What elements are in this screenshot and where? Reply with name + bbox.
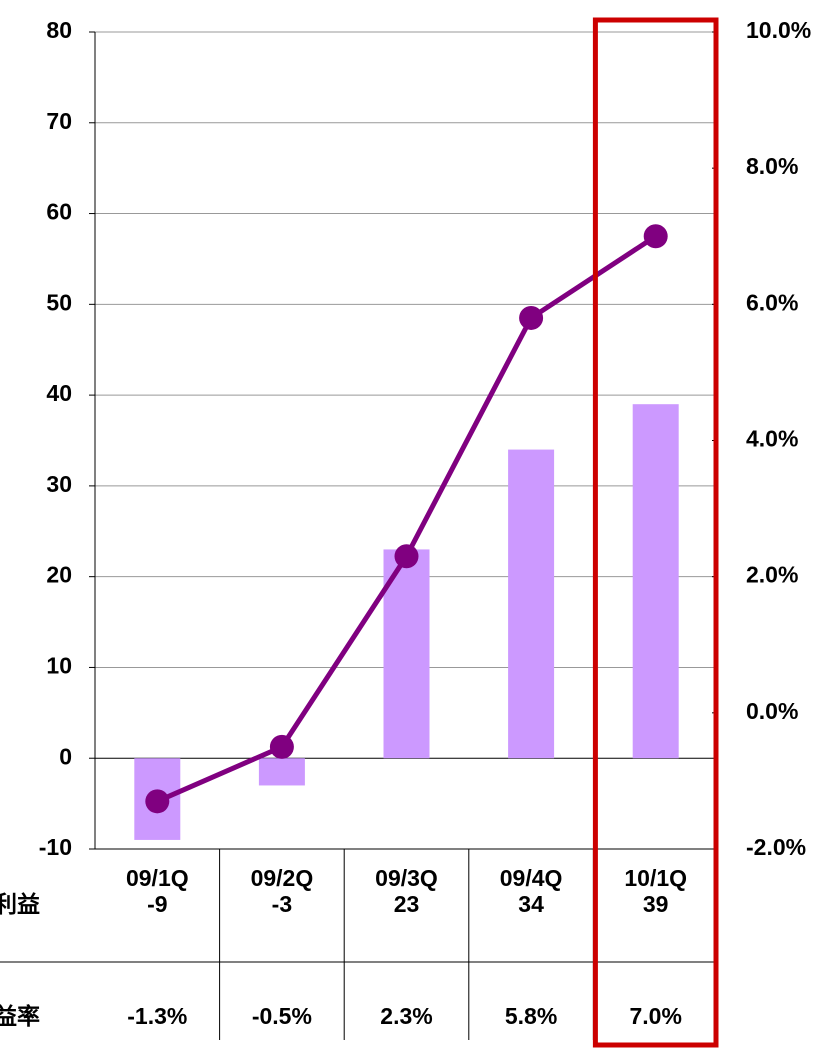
x-tick-label: 10/1Q xyxy=(624,865,687,891)
y2-tick-label: 6.0% xyxy=(746,289,798,315)
y-tick-label: 80 xyxy=(46,17,72,43)
line-marker xyxy=(269,734,294,759)
y2-tick-label: 4.0% xyxy=(746,426,798,452)
table-cell: -3 xyxy=(272,891,292,917)
x-tick-label: 09/2Q xyxy=(251,865,314,891)
x-tick-label: 09/1Q xyxy=(126,865,189,891)
y2-tick-label: 0.0% xyxy=(746,698,798,724)
y-tick-label: 60 xyxy=(46,199,72,225)
y-tick-label: 10 xyxy=(46,653,72,679)
line-marker xyxy=(394,544,419,569)
row-label: 利益 xyxy=(0,891,40,917)
table-cell: 7.0% xyxy=(629,1003,681,1029)
y-tick-label: 70 xyxy=(46,108,72,134)
bar xyxy=(258,758,305,786)
table-cell: 34 xyxy=(518,891,544,917)
y-tick-label: 0 xyxy=(59,743,72,769)
bar xyxy=(632,404,679,759)
x-tick-label: 09/3Q xyxy=(375,865,438,891)
y-tick-label: 20 xyxy=(46,562,72,588)
table-cell: 23 xyxy=(394,891,420,917)
table-cell: -9 xyxy=(147,891,167,917)
y2-tick-label: 2.0% xyxy=(746,562,798,588)
y-tick-label: -10 xyxy=(39,834,72,860)
table-cell: -1.3% xyxy=(127,1003,187,1029)
line-marker xyxy=(519,305,544,330)
highlight-box xyxy=(592,17,719,1048)
row-label: 利益率 xyxy=(0,1003,40,1029)
table-cell: -0.5% xyxy=(252,1003,312,1029)
y2-tick-label: 8.0% xyxy=(746,153,798,179)
y-tick-label: 40 xyxy=(46,380,72,406)
line-marker xyxy=(145,789,170,814)
bar xyxy=(508,449,555,759)
x-tick-label: 09/4Q xyxy=(500,865,563,891)
line-marker xyxy=(643,224,668,249)
y-tick-label: 30 xyxy=(46,471,72,497)
y-tick-label: 50 xyxy=(46,289,72,315)
y2-tick-label: 10.0% xyxy=(746,17,811,43)
table-cell: 2.3% xyxy=(380,1003,432,1029)
y2-tick-label: -2.0% xyxy=(746,834,806,860)
table-cell: 39 xyxy=(643,891,669,917)
table-cell: 5.8% xyxy=(505,1003,557,1029)
